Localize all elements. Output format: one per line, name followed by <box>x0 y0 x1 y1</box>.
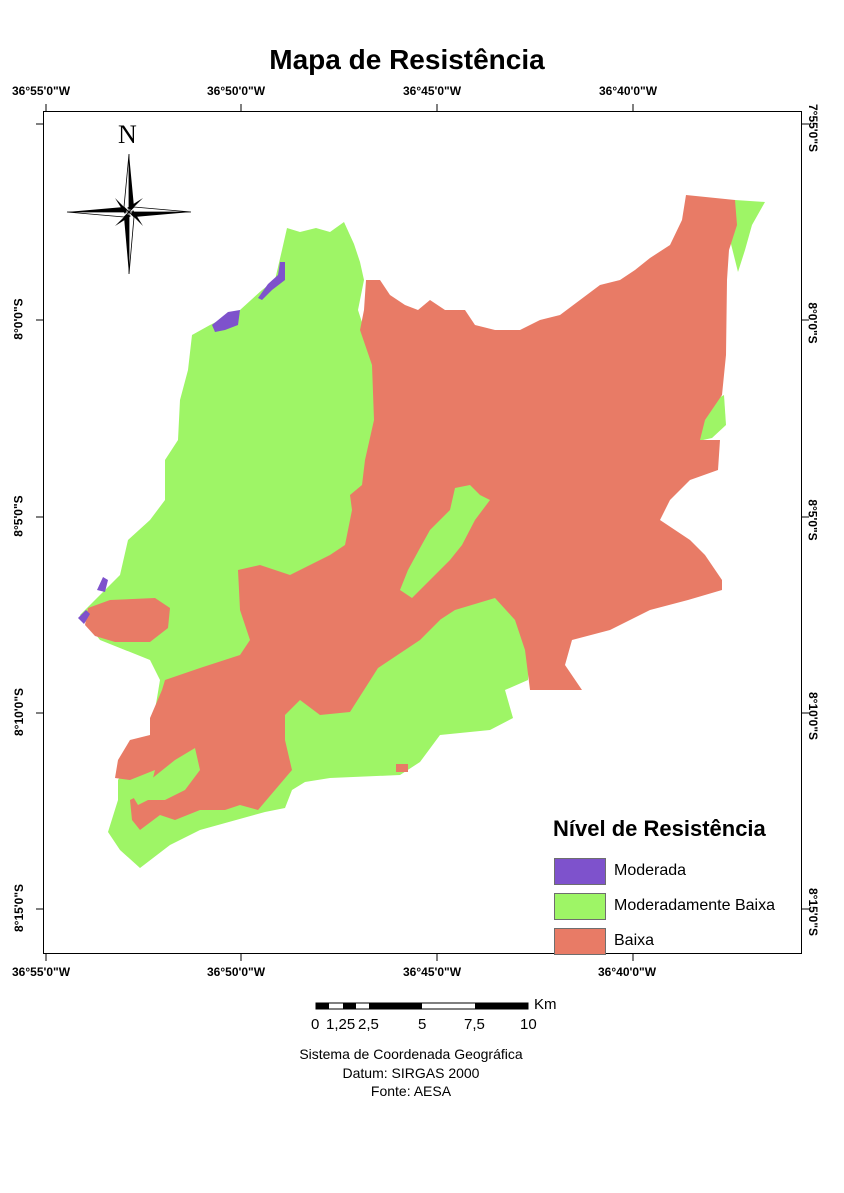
region-moderada-3 <box>97 577 108 592</box>
legend-label-moderadamente-baixa: Moderadamente Baixa <box>614 897 775 914</box>
scale-unit: Km <box>534 996 557 1013</box>
longitude-tick-top-1: 36°55'0"W <box>12 84 71 98</box>
map-title: Mapa de Resistência <box>269 44 545 75</box>
region-moderadamente-baixa-island-2 <box>132 748 200 805</box>
north-letter: N <box>118 120 137 149</box>
legend-title: Nível de Resistência <box>553 816 766 841</box>
legend-label-baixa: Baixa <box>614 932 655 949</box>
longitude-tick-top-2: 36°50'0"W <box>207 84 266 98</box>
region-baixa-west <box>85 598 170 642</box>
legend-swatch-moderada <box>554 858 606 885</box>
legend-label-moderada: Moderada <box>614 862 687 879</box>
longitude-tick-bottom-3: 36°45'0"W <box>403 965 462 979</box>
footer-datum: Datum: SIRGAS 2000 <box>342 1065 480 1081</box>
scale-label-0: 0 <box>311 1016 320 1033</box>
scale-label-1: 1,25 <box>326 1016 356 1033</box>
frame-ticks <box>36 104 809 961</box>
longitude-tick-top-3: 36°45'0"W <box>403 84 462 98</box>
scale-label-5: 10 <box>520 1016 537 1033</box>
footer-coordinate-system: Sistema de Coordenada Geográfica <box>299 1046 523 1062</box>
longitude-tick-top-4: 36°40'0"W <box>599 84 658 98</box>
footer-source: Fonte: AESA <box>370 1083 452 1099</box>
legend-swatch-moderadamente-baixa <box>554 893 606 920</box>
region-baixa-spot <box>396 764 408 772</box>
scale-label-4: 7,5 <box>464 1016 485 1033</box>
region-moderada-1 <box>212 310 240 332</box>
map-frame <box>43 111 802 954</box>
longitude-tick-bottom-1: 36°55'0"W <box>12 965 71 979</box>
region-moderadamente-baixa-island-1 <box>400 485 490 598</box>
legend-swatch-baixa <box>554 928 606 955</box>
compass-rose-icon <box>66 153 192 275</box>
region-moderada-4 <box>78 610 90 624</box>
scale-label-3: 5 <box>418 1016 427 1033</box>
longitude-tick-bottom-2: 36°50'0"W <box>207 965 266 979</box>
region-moderada-2 <box>258 262 285 300</box>
longitude-tick-bottom-4: 36°40'0"W <box>598 965 657 979</box>
region-baixa <box>115 195 737 830</box>
region-moderadamente-baixa-east <box>730 200 765 272</box>
scale-label-2: 2,5 <box>358 1016 379 1033</box>
scale-bar <box>315 1002 529 1010</box>
